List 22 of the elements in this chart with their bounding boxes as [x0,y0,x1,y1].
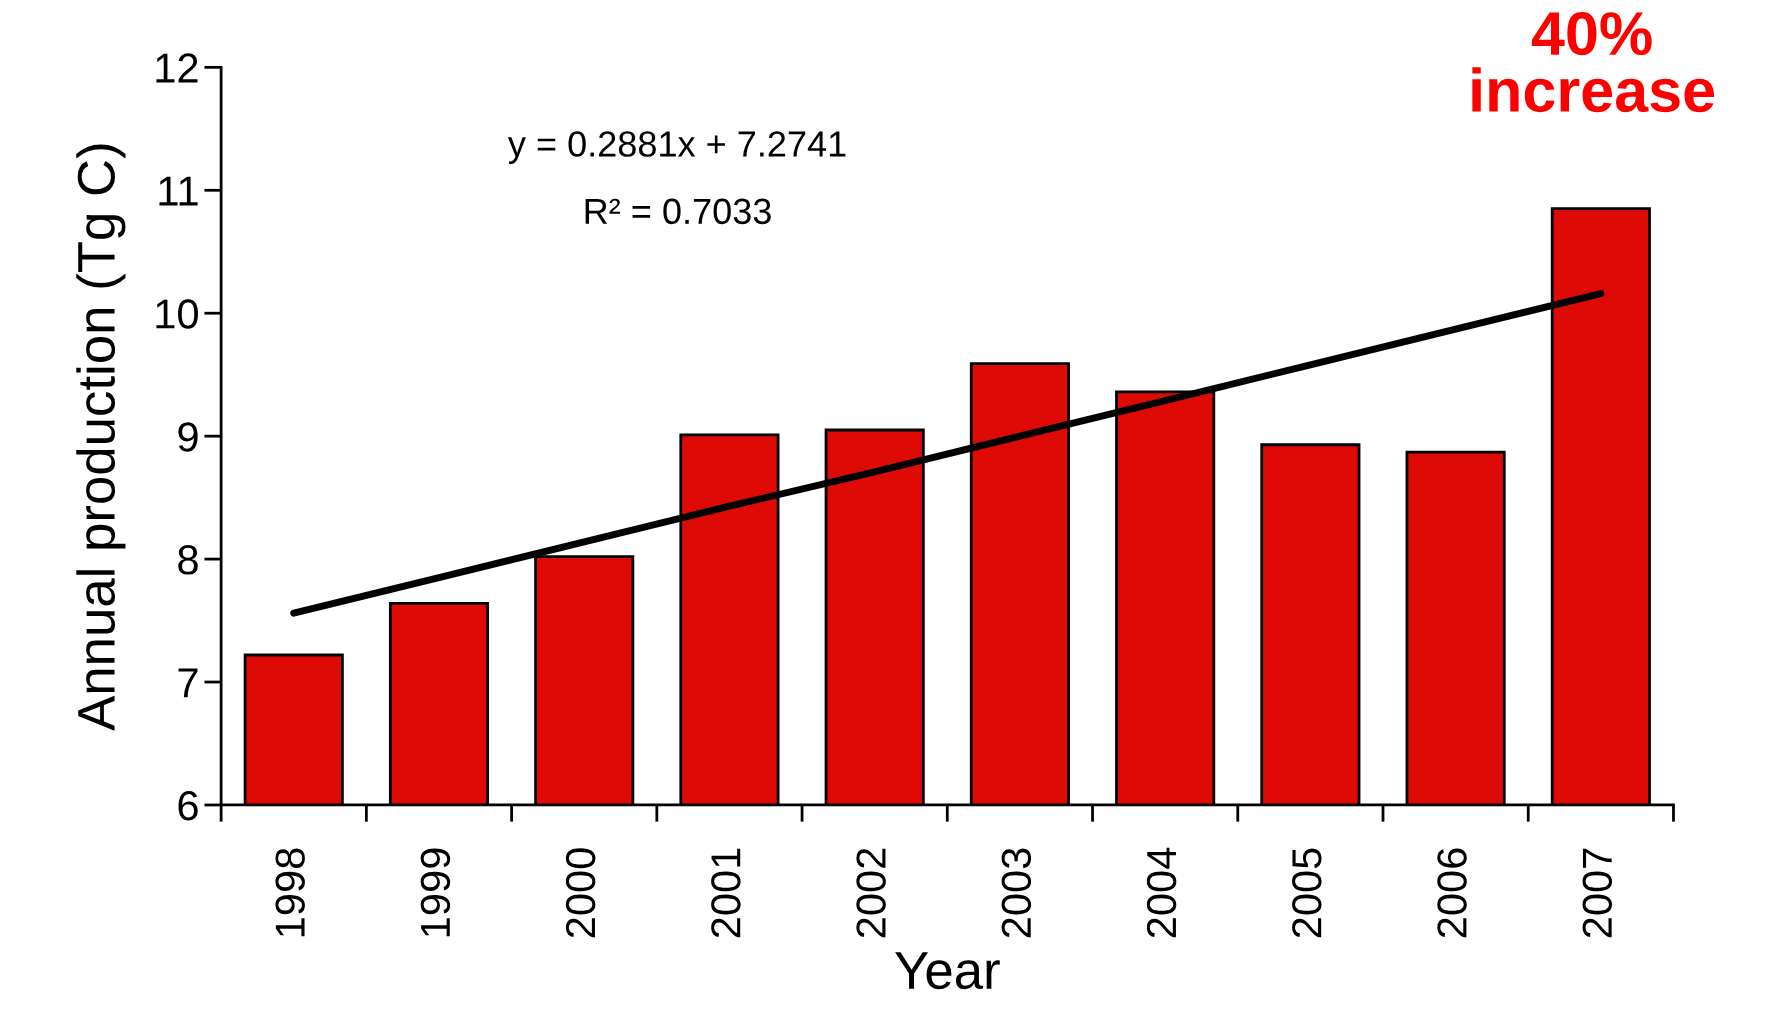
annotation: R² = 0.7033 [585,198,771,225]
x-tick-label: 2006 [1437,848,1467,938]
x-tick-label: 2005 [1292,848,1322,938]
y-axis-title: Annual production (Tg C) [76,144,126,731]
x-tick-label: 2003 [1001,848,1032,938]
x-tick-label: 2002 [856,848,886,938]
y-tick-label: 8 [178,545,198,575]
y-tick-label: 6 [178,790,198,821]
x-tick-label: 1998 [275,848,305,937]
y-tick-label: 12 [156,53,198,83]
x-tick-label: 2000 [565,848,596,938]
y-tick-label: 11 [159,176,198,206]
annotation: 40% increase [1472,11,1715,113]
x-axis-title: Year [895,952,1000,990]
y-tick-label: 10 [156,299,198,329]
x-tick-label: 2001 [711,848,741,938]
y-tick-label: 7 [178,668,198,698]
annotation: y = 0.2881x + 7.2741 [507,131,846,164]
x-tick-label: 2004 [1146,847,1177,938]
y-tick-label: 9 [178,422,198,452]
x-tick-label: 2007 [1582,848,1613,938]
x-tick-label: 1999 [420,848,451,937]
